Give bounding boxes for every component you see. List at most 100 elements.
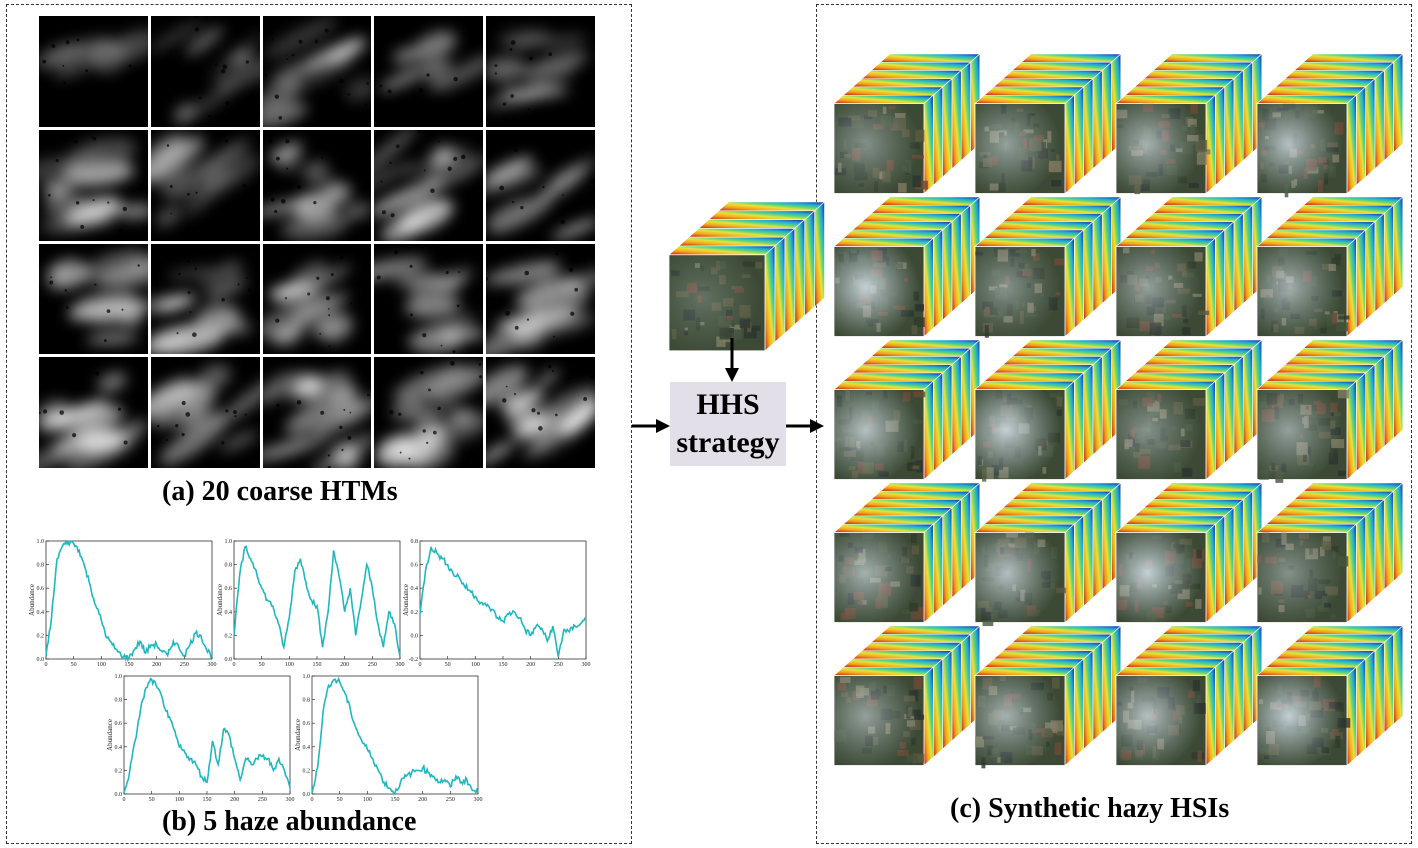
cube-band-side [1356, 658, 1366, 758]
caption-htms: (a) 20 coarse HTMs [162, 476, 398, 507]
cube-band-side [1346, 237, 1357, 338]
y-tick-label: 0.4 [37, 610, 45, 616]
cube-band-side [1092, 212, 1103, 313]
cube-band-side [1224, 364, 1235, 464]
cube-band-side [933, 229, 943, 329]
cube-band-top [1256, 666, 1358, 676]
x-tick-label: 0 [419, 662, 422, 668]
cube-band-side [1064, 523, 1075, 624]
cube-band-top [1256, 523, 1358, 533]
cube-band-side [1083, 650, 1094, 750]
cube-band-top [1256, 237, 1358, 247]
cube-band-side [1074, 658, 1084, 758]
cube-band-top [1011, 490, 1113, 500]
cube-band-side [1356, 86, 1366, 186]
cube-band-side [1365, 650, 1376, 750]
abundance-plot-1: 0.0 0.2 0.4 0.6 0.8 1.0 0 50 100 150 200 250 300 Abun… [28, 535, 217, 668]
plot-frame [45, 540, 213, 660]
cube-band-side [960, 633, 971, 734]
htm-tile [262, 129, 372, 241]
cube-band-top [1265, 515, 1367, 525]
cube-band-side [1374, 641, 1385, 742]
cube-band-side [1233, 212, 1244, 313]
cube-band-side [933, 658, 943, 758]
cube-band-side [1383, 490, 1394, 591]
abundance-plot-3: -0.2 0.0 0.2 0.4 0.6 0.8 0 50 100 150 200 250 300 Abu… [402, 535, 591, 668]
cube-band-top [1002, 213, 1103, 223]
cube-band-side [1205, 666, 1216, 767]
cube-band-side [933, 515, 943, 615]
cube-band-top [1265, 229, 1367, 239]
cube-band-top [870, 61, 972, 71]
cube-band-top [851, 364, 953, 374]
y-tick-label: 0.2 [37, 633, 45, 639]
cube-band-top [1124, 658, 1226, 668]
cube-band-side [1101, 204, 1112, 305]
cube-band-side [1205, 523, 1216, 624]
cube-band-top [697, 219, 806, 229]
cube-band-top [1011, 61, 1113, 71]
synthetic-hazy-cube [1255, 52, 1405, 198]
cube-band-top [861, 213, 962, 223]
cube-band-top [707, 210, 816, 220]
synthetic-hazy-cube [1114, 481, 1264, 625]
abundance-curve [419, 546, 587, 657]
cube-band-top [861, 499, 962, 509]
cube-band-side [923, 666, 934, 767]
cube-band-side [1224, 507, 1235, 607]
cube-band-top [879, 482, 981, 492]
cube-band-top [861, 356, 962, 366]
y-tick-label: 1.0 [303, 674, 311, 680]
cube-band-top [1302, 339, 1404, 349]
cube-band-top [1115, 666, 1217, 676]
x-tick-label: 100 [471, 662, 480, 668]
cube-band-top [1115, 237, 1217, 247]
cube-band-side [1242, 347, 1253, 448]
cube-band-side [1365, 507, 1376, 607]
plot-frame [123, 675, 291, 795]
y-tick-label: 0.8 [303, 698, 311, 704]
cube-band-side [942, 78, 953, 178]
cube-band-side [1215, 372, 1225, 472]
x-tick-label: 100 [285, 662, 294, 668]
cube-band-side [1205, 237, 1216, 338]
cube-band-top [974, 237, 1076, 247]
cube-band-side [1356, 515, 1366, 615]
cube-band-side [1074, 372, 1084, 472]
cube-band-side [1215, 229, 1225, 329]
cube-band-side [933, 86, 943, 186]
cube-band-top [1293, 61, 1395, 71]
x-tick-label: 150 [125, 662, 134, 668]
cube-band-side [923, 380, 934, 481]
abundance-curve [233, 545, 401, 657]
x-tick-label: 100 [175, 797, 184, 803]
cube-band-side [1393, 625, 1404, 725]
cube-band-top [842, 658, 944, 668]
cube-band-top [1161, 196, 1263, 206]
cube-band-top [1302, 196, 1404, 206]
cube-band-top [1124, 229, 1226, 239]
cube-band-side [1101, 61, 1112, 162]
cube-band-side [1074, 86, 1084, 186]
cube-band-top [1020, 339, 1122, 349]
hhs-label: HHS [696, 388, 760, 421]
cube-band-top [1302, 482, 1404, 492]
cube-band-side [1233, 641, 1244, 742]
cube-band-top [1302, 53, 1404, 63]
cube-band-side [1064, 94, 1075, 195]
cube-band-side [1224, 78, 1235, 178]
cube-band-top [842, 229, 944, 239]
cube-band-top [833, 380, 935, 390]
cube-band-side [1205, 380, 1216, 481]
x-tick-label: 50 [259, 662, 265, 668]
cube-band-side [1092, 69, 1103, 170]
cube-band-side [1101, 633, 1112, 734]
cube-band-side [1374, 212, 1385, 313]
cube-band-side [1374, 69, 1385, 170]
y-tick-label: 1.0 [225, 539, 233, 545]
right-arrow [786, 419, 824, 433]
cube-band-top [1124, 515, 1226, 525]
y-tick-label: 0.2 [115, 768, 123, 774]
y-tick-label: 0.2 [411, 610, 419, 616]
x-tick-label: 150 [203, 797, 212, 803]
